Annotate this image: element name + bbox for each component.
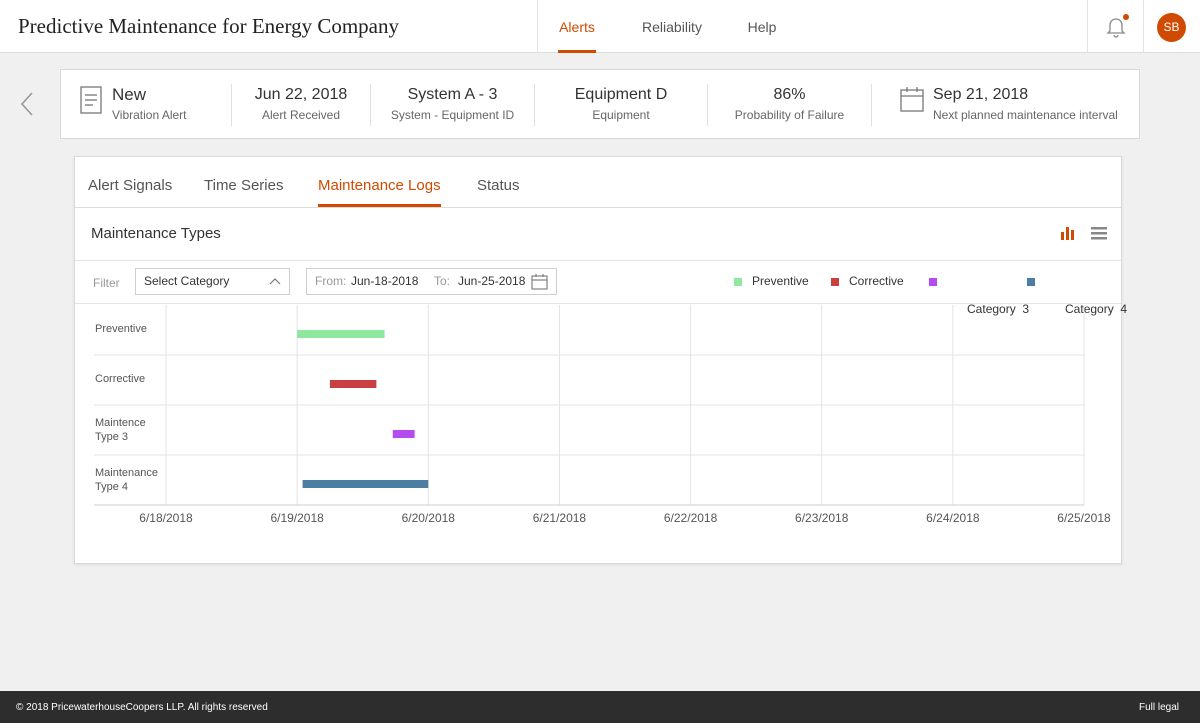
full-legal-link[interactable]: Full legal [1138, 702, 1179, 713]
calendar-icon [900, 87, 924, 112]
nav-item-reliability[interactable]: Reliability [642, 19, 702, 35]
next-maintenance-value: Sep 21, 2018 [933, 86, 1029, 103]
x-tick-label: 6/25/2018 [1057, 511, 1111, 525]
equipment-value: Equipment D [574, 86, 668, 103]
maintenance-bar-corrective [329, 380, 377, 388]
x-tick-label: 6/20/2018 [402, 511, 456, 525]
calendar-icon[interactable] [531, 273, 548, 290]
chevron-up-icon [269, 278, 281, 285]
to-label: To: [434, 274, 451, 288]
legend-swatch [929, 278, 937, 286]
legend-item-preventive: Preventive [734, 274, 809, 288]
maintenance-timeline-chart: 6/18/2018 6/19/2018 6/20/2018 6/21/2018 6/22… [94, 305, 1111, 525]
filter-bar: Filter Select Category From: Jun-18-2018… [75, 260, 1127, 316]
legend-swatch [734, 278, 742, 286]
alert-received-value: Jun 22, 2018 [254, 86, 348, 103]
tab-alert-signals[interactable]: Alert Signals [88, 177, 173, 194]
footer: © 2018 PricewaterhouseCoopers LLP. All r… [0, 691, 1200, 723]
x-tick-label: 6/18/2018 [139, 511, 193, 525]
x-tick-label: 6/23/2018 [795, 511, 849, 525]
x-tick-label: 6/21/2018 [533, 511, 587, 525]
legend-item-category-3: Category 3 [929, 274, 1029, 330]
maintenance-bar-category-3 [392, 430, 415, 438]
details-panel: Alert Signals Time Series Maintenance Lo… [74, 156, 1127, 564]
back-button[interactable] [18, 90, 38, 118]
tab-bar: Alert Signals Time Series Maintenance Lo… [75, 157, 1121, 208]
system-id-value: System A - 3 [407, 86, 498, 103]
divider [231, 84, 232, 126]
next-maintenance: Sep 21, 2018 Next planned maintenance in… [933, 84, 1133, 126]
alert-type-label: Vibration Alert [112, 108, 187, 122]
app-title: Predictive Maintenance for Energy Compan… [18, 14, 399, 38]
divider [534, 84, 535, 126]
category-label: Preventive [95, 323, 147, 335]
legend-label: Preventive [752, 274, 809, 288]
equipment-label: Equipment [592, 108, 650, 122]
filter-label: Filter [93, 276, 120, 290]
category-label: Maintenance [95, 467, 158, 479]
notifications-button[interactable] [1087, 0, 1144, 53]
nav-item-alerts[interactable]: Alerts [558, 0, 596, 53]
divider [370, 84, 371, 126]
category-label: Type 4 [95, 481, 128, 493]
failure-probability: 86% Probability of Failure [708, 84, 871, 126]
legend-label: Category 3 [967, 302, 1030, 316]
category-select[interactable]: Select Category [135, 268, 290, 295]
legend-label: Category 4 [1065, 302, 1128, 316]
tab-maintenance-logs[interactable]: Maintenance Logs [318, 157, 441, 207]
legend-swatch [831, 278, 839, 286]
legend-item-category-4: Category 4 [1027, 274, 1127, 330]
alert-status-value: New [112, 85, 147, 104]
category-label: Maintence [95, 417, 146, 429]
alert-received: Jun 22, 2018 Alert Received [232, 84, 370, 126]
legend-item-corrective: Corrective [831, 274, 904, 288]
category-select-value: Select Category [144, 274, 230, 288]
category-label: Type 3 [95, 431, 128, 443]
divider [707, 84, 708, 126]
user-avatar[interactable]: SB [1157, 13, 1186, 42]
divider [871, 84, 872, 126]
legend-label: Corrective [849, 274, 904, 288]
equipment: Equipment D Equipment [535, 84, 707, 126]
date-range-picker[interactable]: From: Jun-18-2018 To: Jun-25-2018 [306, 268, 557, 295]
from-date-value[interactable]: Jun-18-2018 [351, 274, 419, 288]
section-title: Maintenance Types [91, 225, 221, 242]
probability-label: Probability of Failure [734, 108, 845, 122]
alert-received-label: Alert Received [261, 108, 341, 122]
tab-status[interactable]: Status [477, 177, 520, 194]
probability-value: 86% [773, 86, 806, 103]
category-label: Corrective [95, 373, 145, 385]
notification-dot [1123, 14, 1129, 20]
x-tick-label: 6/22/2018 [664, 511, 718, 525]
bell-icon [1106, 18, 1126, 38]
alert-summary: New Vibration Alert Jun 22, 2018 Alert R… [60, 69, 1140, 139]
from-label: From: [315, 274, 347, 288]
document-icon [80, 86, 102, 114]
tab-time-series[interactable]: Time Series [204, 177, 284, 194]
nav-item-help[interactable]: Help [747, 19, 777, 35]
maintenance-bar-preventive [297, 330, 385, 338]
alert-type: New Vibration Alert [112, 84, 222, 126]
maintenance-bar-category-4 [302, 480, 429, 488]
x-tick-label: 6/19/2018 [270, 511, 324, 525]
legend-swatch [1027, 278, 1035, 286]
next-maintenance-label: Next planned maintenance interval [933, 108, 1118, 122]
chevron-left-icon [20, 92, 33, 116]
list-view-icon[interactable] [1091, 227, 1107, 240]
top-bar: Predictive Maintenance for Energy Compan… [0, 0, 1200, 53]
x-tick-label: 6/24/2018 [926, 511, 980, 525]
to-date-value[interactable]: Jun-25-2018 [458, 274, 526, 288]
main-nav: Alerts Reliability Help [537, 0, 776, 53]
system-id-label: System - Equipment ID [390, 108, 515, 122]
system-equipment-id: System A - 3 System - Equipment ID [371, 84, 534, 126]
copyright-text: © 2018 PricewaterhouseCoopers LLP. All r… [16, 702, 268, 713]
bar-chart-view-icon[interactable] [1060, 225, 1076, 241]
